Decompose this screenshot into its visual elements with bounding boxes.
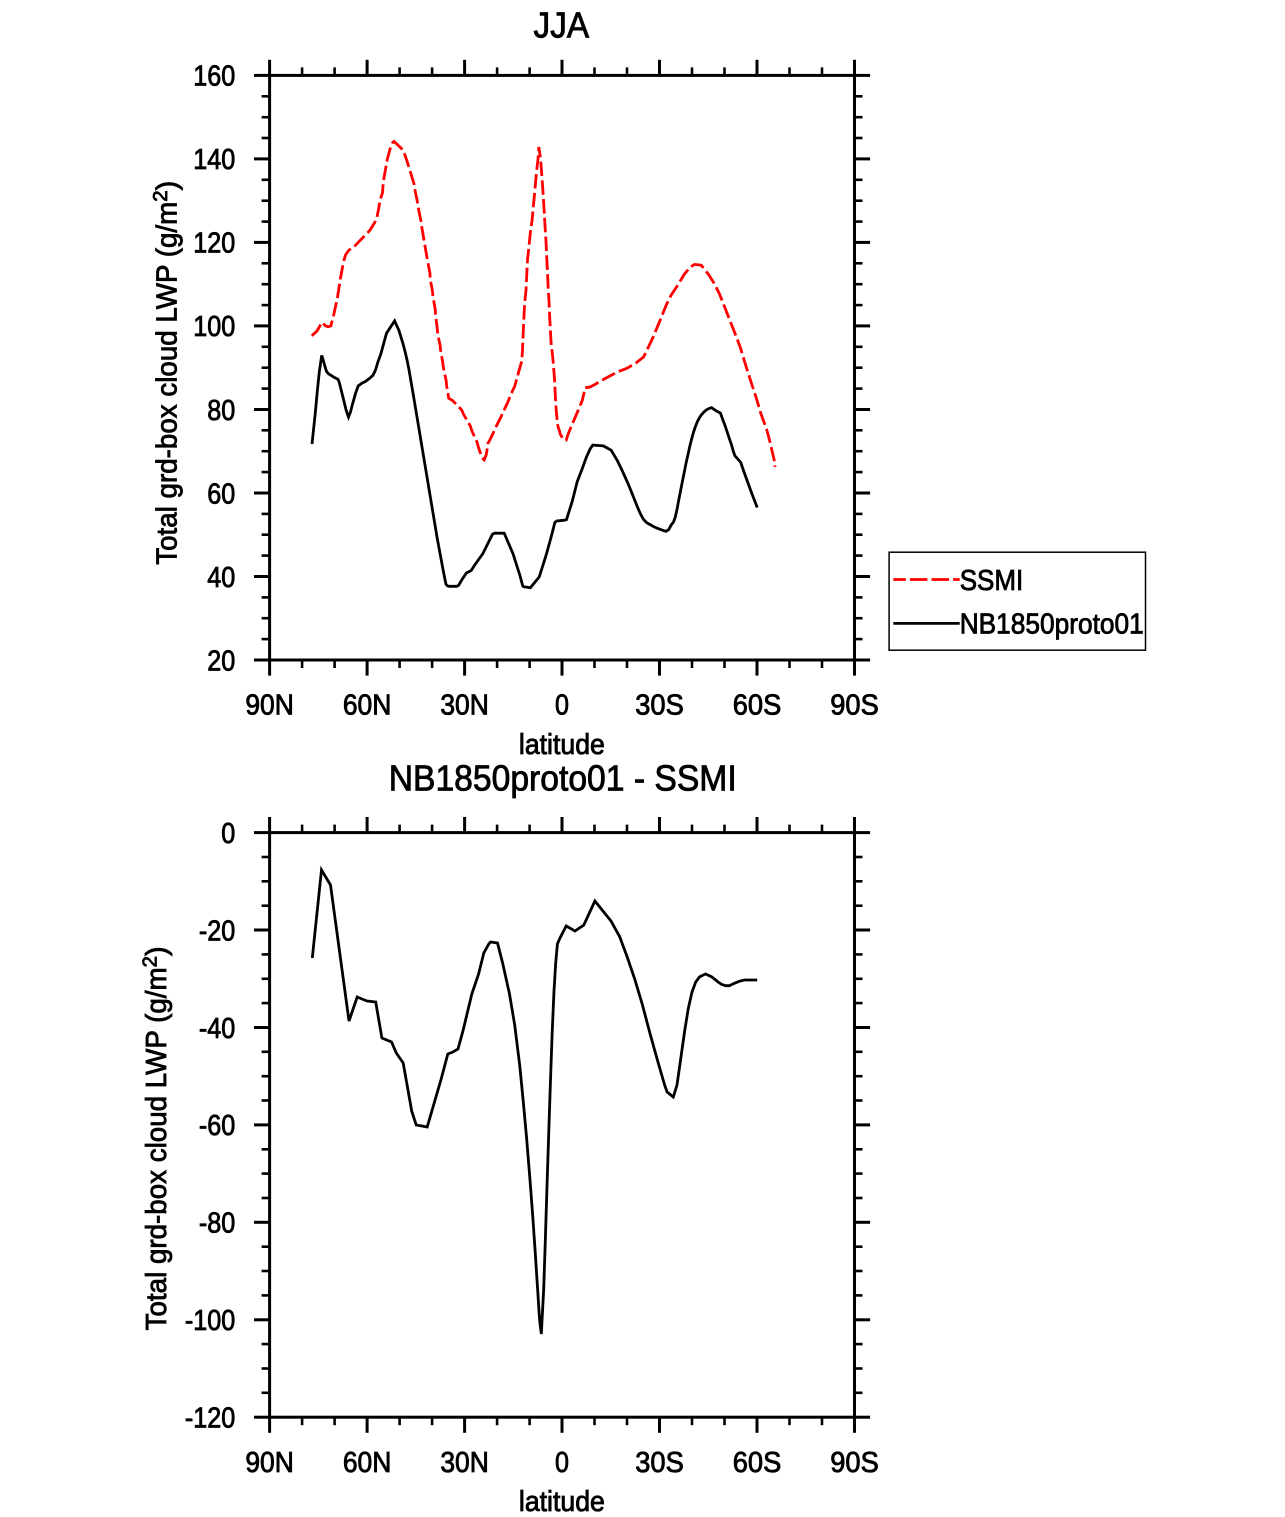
svg-text:0: 0 (221, 818, 235, 850)
svg-text:SSMI: SSMI (960, 565, 1024, 597)
svg-text:NB1850proto01: NB1850proto01 (960, 609, 1144, 641)
svg-text:120: 120 (193, 228, 235, 260)
svg-text:90S: 90S (830, 690, 879, 722)
svg-text:0: 0 (555, 690, 569, 722)
svg-text:60S: 60S (733, 690, 782, 722)
svg-text:80: 80 (207, 395, 235, 427)
svg-text:2: 2 (150, 191, 172, 202)
svg-text:-20: -20 (199, 915, 235, 947)
svg-text:90S: 90S (830, 1447, 879, 1479)
svg-text:latitude: latitude (519, 1486, 605, 1517)
svg-text:90N: 90N (245, 1447, 294, 1479)
svg-text:30S: 30S (635, 1447, 684, 1479)
svg-text:-40: -40 (199, 1013, 235, 1045)
svg-text:JJA: JJA (534, 4, 590, 45)
svg-text:60N: 60N (343, 1447, 392, 1479)
svg-text:-120: -120 (185, 1403, 235, 1435)
svg-text:NB1850proto01 - SSMI: NB1850proto01 - SSMI (389, 758, 737, 799)
svg-text:140: 140 (193, 144, 235, 176)
svg-text:-100: -100 (185, 1305, 235, 1337)
svg-text:0: 0 (555, 1447, 569, 1479)
svg-text:160: 160 (193, 61, 235, 93)
svg-text:2: 2 (140, 956, 162, 967)
svg-text:Total grd-box cloud LWP (g/m: Total grd-box cloud LWP (g/m (152, 202, 184, 565)
svg-text:30S: 30S (635, 690, 684, 722)
svg-text:100: 100 (193, 311, 235, 343)
svg-text:): ) (152, 181, 184, 191)
svg-text:90N: 90N (245, 690, 294, 722)
svg-text:30N: 30N (440, 1447, 489, 1479)
svg-text:60N: 60N (343, 690, 392, 722)
svg-text:latitude: latitude (519, 729, 605, 761)
svg-text:20: 20 (207, 645, 235, 677)
svg-text:): ) (141, 946, 173, 956)
svg-text:30N: 30N (440, 690, 489, 722)
svg-text:-80: -80 (199, 1208, 235, 1240)
svg-text:40: 40 (207, 562, 235, 594)
svg-text:60S: 60S (733, 1447, 782, 1479)
svg-text:60: 60 (207, 478, 235, 510)
svg-text:Total grd-box cloud LWP (g/m: Total grd-box cloud LWP (g/m (141, 967, 173, 1330)
svg-text:-60: -60 (199, 1110, 235, 1142)
